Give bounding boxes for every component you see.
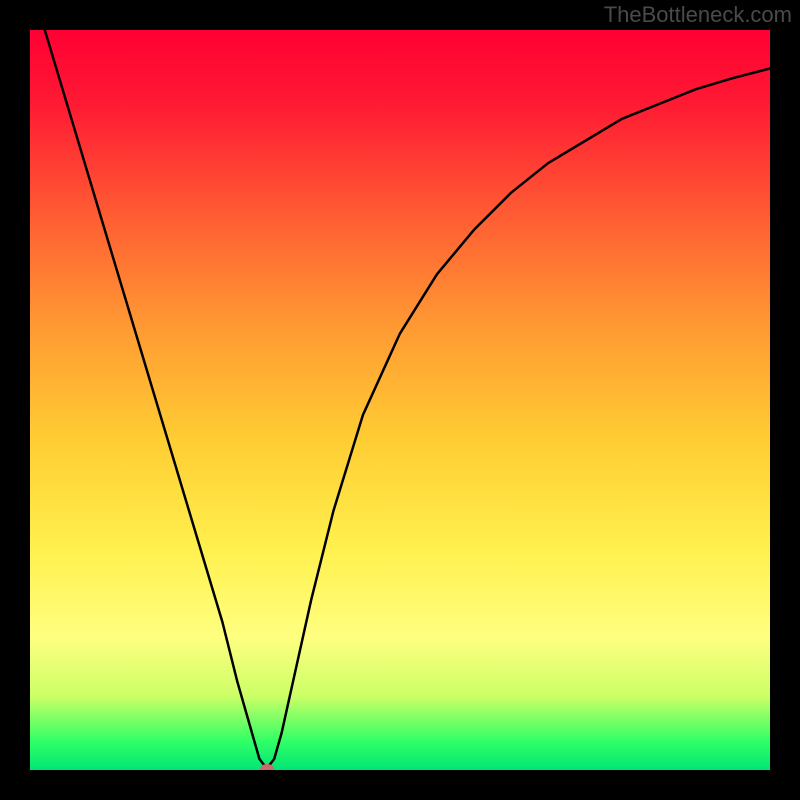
bottleneck-curve-svg (30, 30, 770, 770)
min-point-marker (260, 764, 274, 770)
watermark-text: TheBottleneck.com (604, 2, 792, 28)
plot-area (30, 30, 770, 770)
bottleneck-curve (45, 30, 770, 769)
